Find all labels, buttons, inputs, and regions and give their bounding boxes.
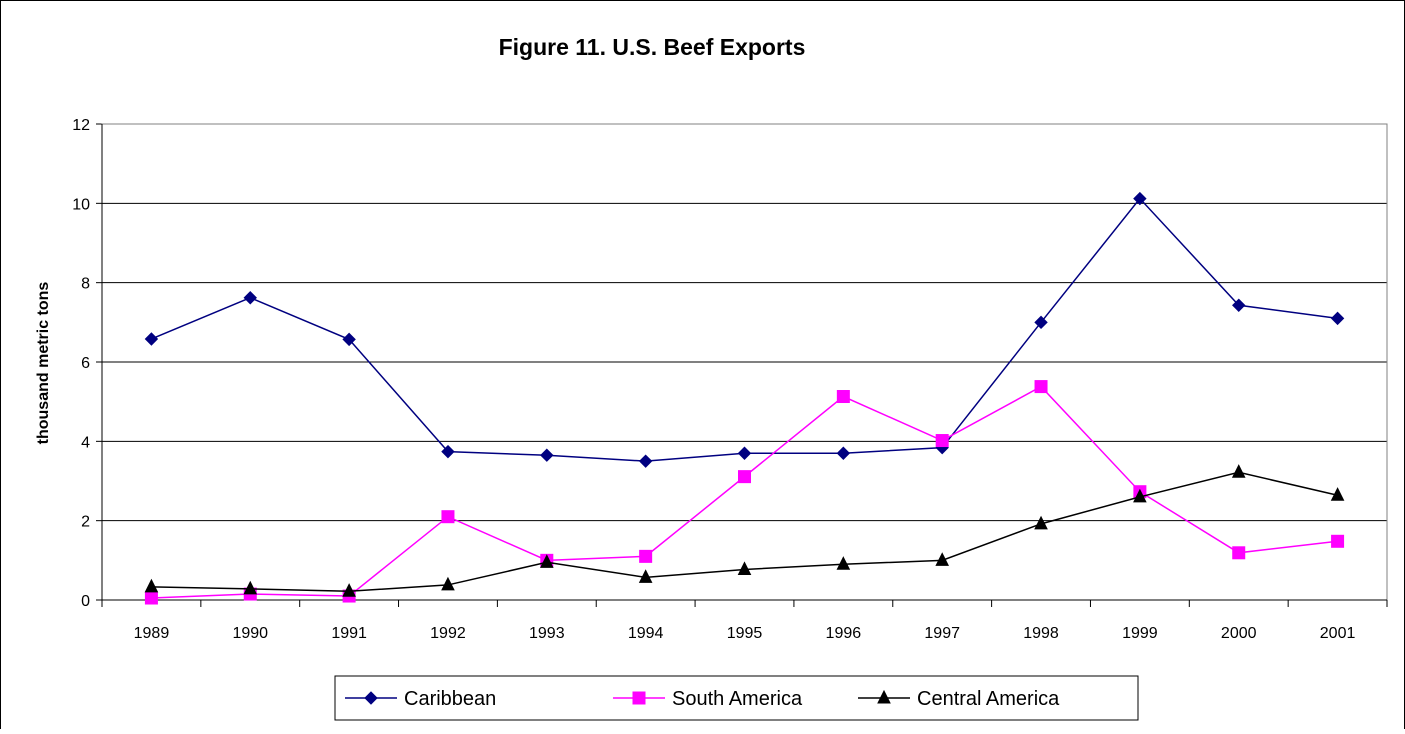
legend-marker [632,691,646,705]
data-point [1231,464,1246,478]
data-point [243,580,258,595]
data-point [638,454,653,468]
x-tick-label: 1997 [924,625,960,642]
legend-label: South America [672,688,803,710]
data-point [836,556,851,570]
x-tick-label: 1991 [331,625,367,642]
y-tick-label: 12 [72,117,90,134]
y-tick-label: 4 [81,434,90,451]
y-tick-label: 2 [81,514,90,531]
data-point [738,470,751,484]
y-tick-label: 8 [81,276,90,293]
x-tick-label: 2001 [1320,625,1356,642]
data-point [441,444,455,459]
plot-area: 0 2 4 6 8 10 12 1989 1990 1991 1992 1993 1994 1995 199… [72,117,1388,642]
data-point [639,549,653,563]
data-point [144,332,159,346]
data-point [144,578,159,593]
data-point [1133,191,1147,206]
data-point [737,446,752,460]
data-point [737,561,752,575]
y-tick-label: 0 [81,593,90,610]
x-tick-label: 1999 [1122,625,1158,642]
data-point [539,554,554,568]
data-point [342,583,356,597]
x-tick-label: 1995 [727,625,763,642]
data-point [836,446,851,460]
legend-item: South America [613,688,803,710]
x-tick-label: 1989 [134,625,170,642]
data-point [342,332,356,347]
legend-label: Caribbean [404,688,496,710]
data-point [1330,311,1345,326]
legend-box [334,675,1139,721]
y-tick-label: 10 [72,196,90,213]
legend-marker [364,691,378,705]
data-point [1331,534,1345,548]
data-point [540,448,554,462]
legend: Caribbean South America Central America [334,675,1139,721]
data-point [1034,515,1048,530]
data-point [1034,315,1048,330]
y-axis-label: thousand metric tons [35,282,52,445]
data-point [935,552,950,566]
chart-title: Figure 11. U.S. Beef Exports [499,34,806,60]
data-point [441,510,455,524]
data-point [1232,546,1246,560]
y-tick-label: 6 [81,355,90,372]
data-point [144,591,158,605]
legend-item: Caribbean [345,688,496,710]
data-point [1034,380,1048,394]
data-point [638,569,653,583]
series-central-america [144,464,1345,597]
x-tick-label: 1998 [1023,625,1059,642]
data-point [935,434,949,448]
data-point [1232,298,1246,312]
data-point [836,390,850,404]
data-point [1133,488,1147,503]
x-tick-label: 1992 [430,625,466,642]
x-tick-label: 2000 [1221,625,1257,642]
data-point [1330,487,1345,501]
legend-marker [877,689,891,704]
data-point [243,291,257,305]
legend-label: Central America [917,688,1060,710]
x-tick-label: 1996 [826,625,862,642]
x-tick-label: 1990 [232,625,268,642]
x-tick-label: 1993 [529,625,565,642]
data-point [441,576,455,591]
x-tick-label: 1994 [628,625,664,642]
legend-item: Central America [858,688,1060,710]
